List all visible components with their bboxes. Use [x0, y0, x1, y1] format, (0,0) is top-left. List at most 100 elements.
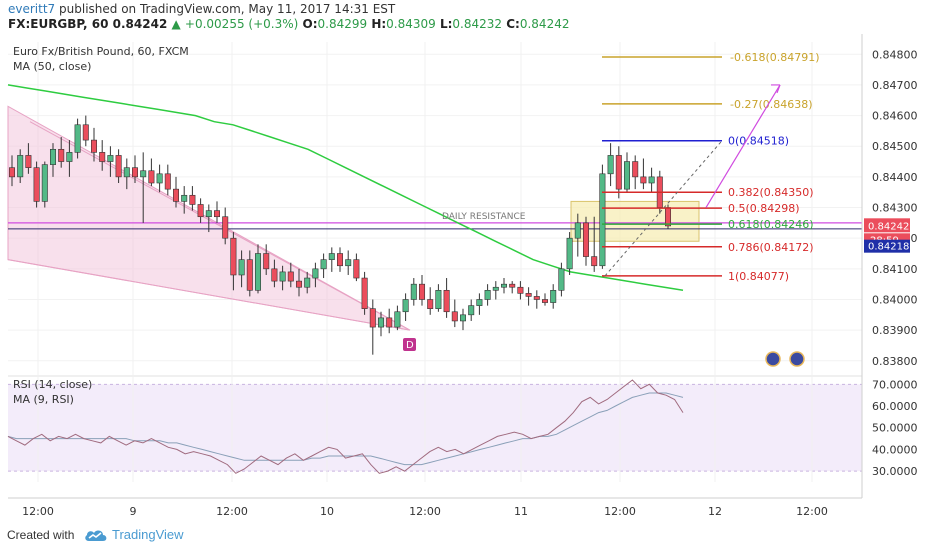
- candle-down: [509, 283, 516, 288]
- fib-level-label: -0.27(0.84638): [730, 98, 813, 111]
- candle-down: [591, 256, 598, 267]
- last-price-tag: [864, 218, 910, 233]
- fib-level-label: -0.618(0.84791): [730, 51, 820, 64]
- candle-up: [377, 317, 384, 328]
- candle-down: [632, 161, 639, 178]
- x-tick-label: 12: [708, 505, 722, 518]
- candle-up: [345, 259, 352, 267]
- quote-line: FX:EURGBP, 60 0.84242 ▲ +0.00255 (+0.3%)…: [8, 17, 569, 31]
- ma-50-line: [7, 84, 684, 292]
- candle-down: [443, 289, 450, 313]
- candle-down: [427, 299, 434, 309]
- tradingview-cloud-icon[interactable]: [83, 527, 109, 543]
- candle-up: [558, 268, 565, 291]
- candle-up: [328, 253, 335, 260]
- candle-down: [533, 296, 540, 300]
- rsi-tick-label: 60.0000: [872, 400, 918, 413]
- candle-down: [82, 124, 89, 141]
- high-label: H:: [371, 17, 387, 31]
- candle-down: [230, 237, 237, 276]
- candle-up: [66, 152, 73, 162]
- candle-down: [525, 293, 532, 297]
- daily-resistance-label: DAILY RESISTANCE: [442, 212, 526, 222]
- candle-down: [386, 317, 393, 328]
- candle-up: [205, 210, 212, 218]
- published-text: published on TradingView.com, May 11, 20…: [59, 2, 396, 16]
- divergence-marker-text: D: [406, 340, 414, 351]
- x-tick-label: 12:00: [216, 505, 248, 518]
- price-pane-title: Euro Fx/British Pound, 60, FXCM: [13, 45, 189, 58]
- price-tick-label: 0.84100: [872, 263, 918, 276]
- candle-up: [607, 155, 614, 175]
- candle-down: [91, 139, 98, 153]
- fib-level-label: 0(0.84518): [728, 135, 789, 148]
- candle-down: [582, 222, 589, 257]
- low-label: L:: [439, 17, 453, 31]
- candle-down: [197, 204, 204, 218]
- tradingview-brand[interactable]: TradingView: [112, 527, 184, 542]
- x-tick-label: 9: [130, 505, 137, 518]
- candle-up: [74, 124, 81, 153]
- change-value: +0.00255 (+0.3%): [184, 17, 299, 31]
- ma-legend: MA (50, close): [13, 60, 91, 73]
- blue-price-tag-text: 0.84218: [868, 242, 909, 253]
- candle-down: [148, 170, 155, 184]
- candle-up: [107, 155, 114, 162]
- candle-down: [451, 311, 458, 322]
- candle-up: [140, 170, 147, 178]
- candle-down: [164, 173, 171, 190]
- rsi-tick-label: 40.0000: [872, 443, 918, 456]
- fib-level-label: 0.786(0.84172): [728, 241, 814, 254]
- candle-up: [468, 305, 475, 316]
- candle-down: [418, 283, 425, 300]
- fib-level-label: 0.5(0.84298): [728, 202, 800, 215]
- candle-up: [181, 194, 188, 202]
- candle-down: [369, 308, 376, 328]
- candle-up: [476, 299, 483, 306]
- price-tick-label: 0.84800: [872, 48, 918, 61]
- candle-up: [574, 222, 581, 239]
- open-value: 0.84299: [317, 17, 368, 31]
- price-tick-label: 0.84700: [872, 79, 918, 92]
- candle-up: [49, 148, 56, 165]
- x-tick-label: 12:00: [796, 505, 828, 518]
- candle-down: [246, 259, 253, 291]
- candle-down: [33, 167, 40, 202]
- x-tick-label: 11: [514, 505, 528, 518]
- candle-down: [640, 176, 647, 184]
- candle-down: [361, 277, 368, 309]
- price-tick-label: 0.84000: [872, 293, 918, 306]
- candle-up: [484, 289, 491, 300]
- candle-up: [255, 253, 262, 291]
- low-value: 0.84232: [452, 17, 503, 31]
- candle-down: [664, 207, 671, 227]
- candle-up: [435, 289, 442, 309]
- candle-down: [25, 155, 32, 168]
- candle-up: [623, 161, 630, 190]
- x-tick-label: 12:00: [22, 505, 54, 518]
- projection-arrow: [705, 84, 781, 208]
- open-label: O:: [302, 17, 318, 31]
- price-tick-label: 0.83800: [872, 355, 918, 368]
- divergence-marker: [403, 338, 416, 351]
- candle-up: [394, 311, 401, 328]
- candle-up: [17, 155, 24, 178]
- candle-down: [115, 155, 122, 178]
- publisher-link[interactable]: everitt7: [8, 2, 56, 16]
- rsi-band: [8, 384, 862, 472]
- fib-level-label: 0.382(0.84350): [728, 186, 814, 199]
- event-icon: [765, 351, 781, 367]
- fib-level-label: 1(0.84077): [728, 270, 789, 283]
- candle-down: [541, 299, 548, 303]
- candle-up: [459, 314, 466, 322]
- high-value: 0.84309: [386, 17, 436, 31]
- symbol-label: FX:EURGBP, 60: [8, 17, 109, 31]
- candle-down: [336, 253, 343, 267]
- candle-up: [492, 286, 499, 291]
- wedge-mid-line: [29, 121, 411, 331]
- rsi-tick-label: 70.0000: [872, 378, 918, 391]
- price-tick-label: 0.84400: [872, 171, 918, 184]
- x-tick-label: 12:00: [604, 505, 636, 518]
- price-chart[interactable]: -0.618(0.84791) -0.27(0.84638) 0(0.84518) 0…: [0, 0, 932, 520]
- candle-down: [222, 216, 229, 239]
